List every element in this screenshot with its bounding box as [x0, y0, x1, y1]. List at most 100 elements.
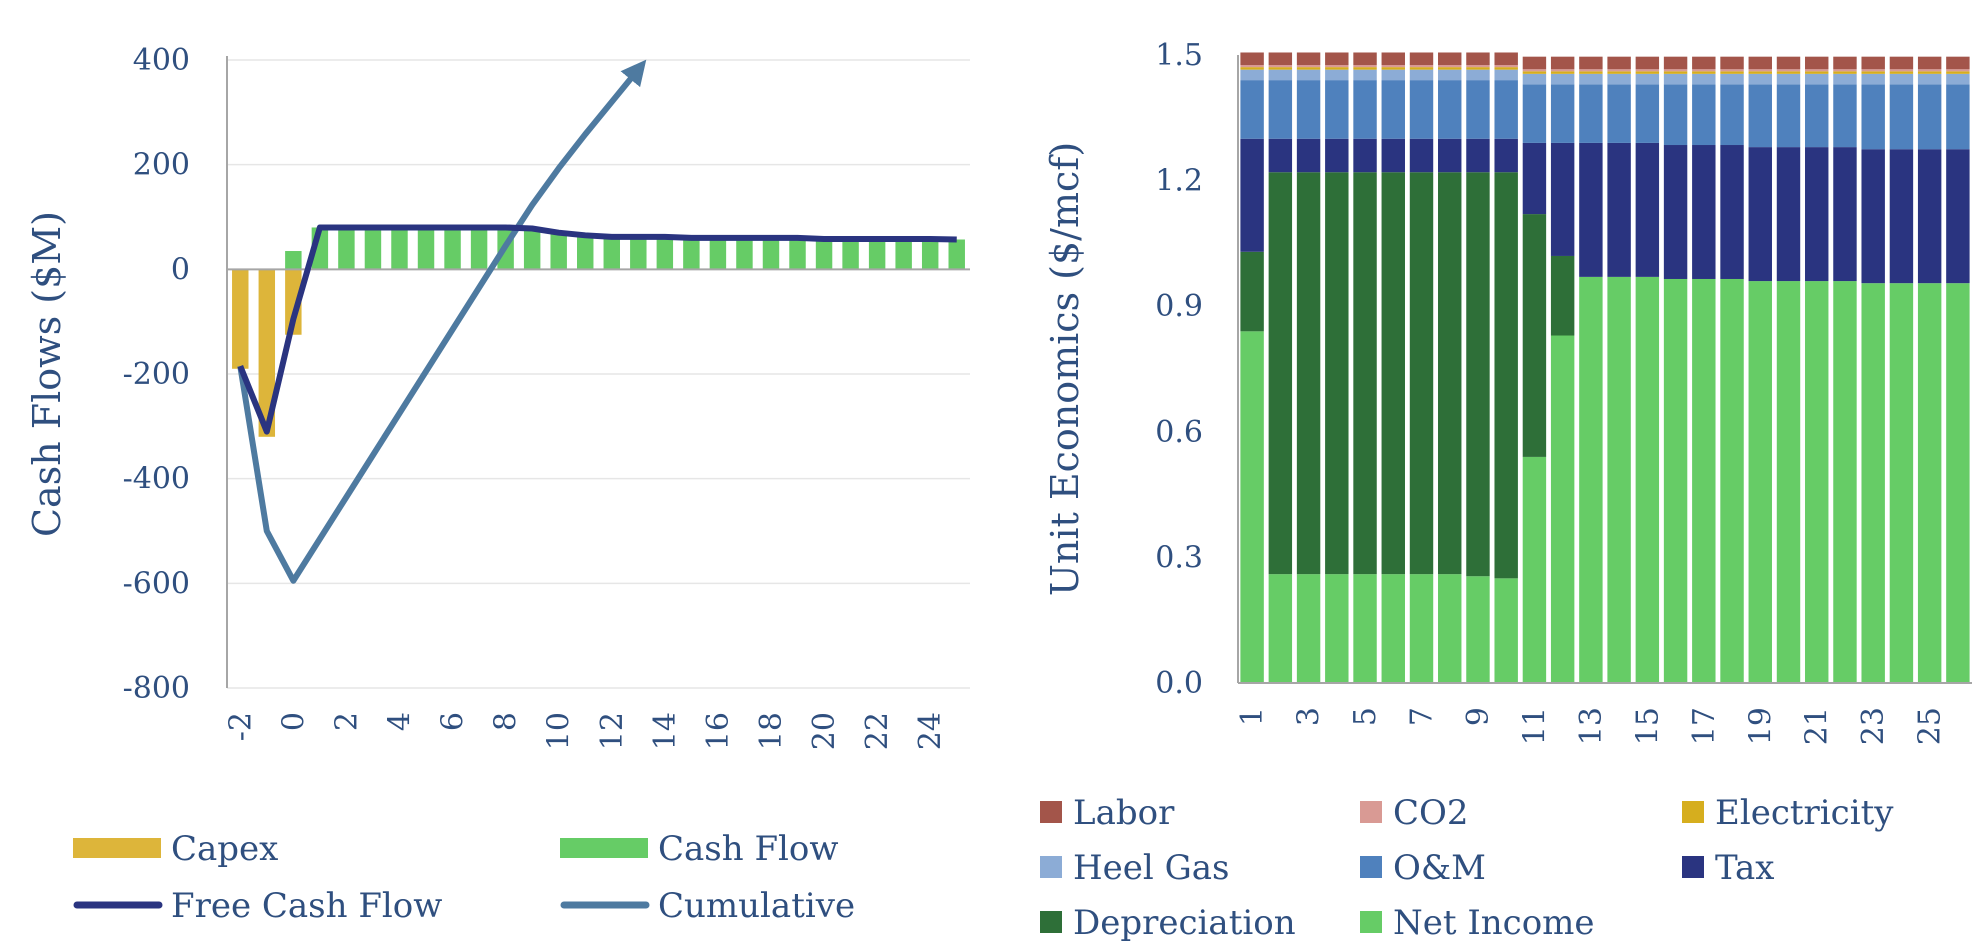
o-m-bar-segment	[1946, 84, 1970, 150]
capex-bar	[258, 269, 276, 437]
heel-gas-bar-segment	[1692, 73, 1716, 85]
x-tick-label: 3	[1292, 707, 1327, 726]
tax-bar-segment	[1381, 138, 1405, 173]
net-income-bar-segment	[1240, 331, 1264, 683]
labor-bar-segment	[1353, 52, 1377, 66]
x-tick-label: 15	[1630, 707, 1665, 745]
o-m-bar-segment	[1522, 84, 1547, 143]
co2-bar-segment	[1522, 69, 1547, 72]
net-income-bar-segment	[1296, 574, 1321, 683]
depreciation-bar-segment	[1522, 214, 1547, 457]
cash-flow-bar	[603, 236, 620, 270]
labor-bar-segment	[1889, 56, 1914, 70]
o-m-bar-segment	[1240, 80, 1264, 139]
y-tick-label: 400	[133, 43, 190, 78]
labor-bar-segment	[1268, 52, 1293, 66]
tax-legend-swatch	[1682, 856, 1704, 878]
heel-gas-bar-segment	[1635, 73, 1660, 85]
cumulative-line	[237, 59, 647, 584]
y-tick-label: -600	[123, 566, 190, 601]
o-m-bar-segment	[1381, 80, 1405, 139]
cash-flow-bar	[736, 237, 753, 270]
co2-legend-swatch	[1360, 801, 1382, 823]
net-income-bar-segment	[1720, 278, 1744, 683]
x-tick-label: 0	[276, 712, 311, 731]
net-income-bar-segment	[1635, 276, 1660, 683]
x-tick-label: 1	[1235, 707, 1270, 726]
x-tick-label: 19	[1743, 707, 1778, 745]
depreciation-bar-segment	[1466, 172, 1490, 577]
labor-bar-segment	[1805, 56, 1829, 70]
net-income-bar-segment	[1607, 276, 1631, 683]
co2-bar-segment	[1381, 65, 1405, 68]
co2-bar-segment	[1409, 65, 1434, 68]
co2-bar-segment	[1805, 69, 1829, 72]
electricity-bar-segment	[1917, 71, 1942, 74]
co2-bar-segment	[1692, 69, 1716, 72]
cash-flow-legend: Capex Cash Flow Free Cash Flow Cumulative	[73, 829, 855, 926]
co2-legend-label: CO2	[1393, 793, 1469, 833]
electricity-bar-segment	[1861, 71, 1885, 74]
electricity-bar-segment	[1720, 71, 1744, 74]
labor-bar-segment	[1748, 56, 1772, 70]
heel-gas-bar-segment	[1381, 69, 1405, 81]
net-income-legend-label: Net Income	[1393, 903, 1595, 943]
labor-bar-segment	[1438, 52, 1462, 66]
labor-bar-segment	[1325, 52, 1349, 66]
net-income-bar-segment	[1579, 276, 1603, 683]
labor-bar-segment	[1409, 52, 1434, 66]
net-income-legend-swatch	[1360, 911, 1382, 933]
electricity-legend-label: Electricity	[1715, 793, 1894, 833]
tax-bar-segment	[1720, 145, 1744, 279]
cash-flow-bar	[868, 238, 886, 270]
co2-bar-segment	[1946, 69, 1970, 72]
tax-bar-segment	[1353, 138, 1377, 173]
unit-economics-chart: 1.5 1.2 0.9 0.6 0.3 0.0 Unit Economics ($/mcf)…	[1043, 38, 1972, 745]
y-tick-label: 0.9	[1155, 289, 1203, 324]
cash-flow-bar	[364, 227, 382, 270]
co2-bar-segment	[1494, 65, 1518, 68]
co2-bar-segment	[1917, 69, 1942, 72]
x-tick-label: -2	[223, 712, 258, 741]
o-m-bar-segment	[1917, 84, 1942, 150]
o-m-bar-segment	[1805, 84, 1829, 148]
labor-bar-segment	[1240, 52, 1264, 66]
net-income-bar-segment	[1748, 281, 1772, 683]
tax-bar-segment	[1663, 145, 1688, 279]
co2-bar-segment	[1579, 69, 1603, 72]
co2-bar-segment	[1635, 69, 1660, 72]
net-income-bar-segment	[1805, 281, 1829, 683]
heel-gas-bar-segment	[1494, 69, 1518, 81]
y-tick-label: 0.3	[1155, 540, 1203, 575]
co2-bar-segment	[1268, 65, 1293, 68]
tax-bar-segment	[1522, 142, 1547, 215]
x-tick-label: 5	[1348, 707, 1383, 726]
capex-legend-swatch	[73, 838, 161, 858]
heel-gas-bar-segment	[1522, 73, 1547, 85]
net-income-bar-segment	[1466, 576, 1490, 683]
electricity-bar-segment	[1635, 71, 1660, 74]
o-m-bar-segment	[1692, 84, 1716, 146]
capex-legend-label: Capex	[171, 829, 278, 869]
labor-legend-swatch	[1040, 801, 1062, 823]
tax-bar-segment	[1692, 145, 1716, 279]
o-m-bar-segment	[1607, 84, 1631, 143]
net-income-bar-segment	[1494, 578, 1518, 683]
o-m-bar-segment	[1325, 80, 1349, 139]
cash-flow-bar	[709, 237, 727, 270]
labor-bar-segment	[1833, 56, 1857, 70]
depreciation-bar-segment	[1409, 172, 1434, 575]
y-tick-label: 200	[133, 148, 190, 183]
cash-flow-bar	[948, 239, 965, 270]
o-m-bar-segment	[1833, 84, 1857, 148]
cash-flow-bar	[285, 251, 302, 270]
net-income-bar-segment	[1438, 574, 1462, 683]
net-income-bar-segment	[1663, 278, 1688, 683]
heel-gas-legend-label: Heel Gas	[1073, 848, 1229, 888]
x-tick-label: 4	[382, 712, 417, 731]
co2-bar-segment	[1663, 69, 1688, 72]
depreciation-bar-segment	[1438, 172, 1462, 575]
heel-gas-bar-segment	[1296, 69, 1321, 81]
electricity-bar-segment	[1296, 67, 1321, 70]
co2-bar-segment	[1353, 65, 1377, 68]
